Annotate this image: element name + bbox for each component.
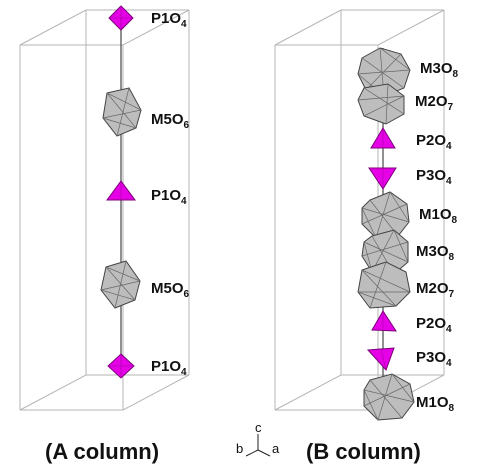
p1o4-tetrahedron	[107, 353, 135, 379]
p3o4-tetrahedron	[366, 347, 395, 371]
axis-triad: c b a	[236, 420, 280, 457]
label-m3o8: M3O8	[420, 60, 459, 80]
label-m1o8: M1O8	[416, 394, 455, 414]
c-axis-label: c	[255, 420, 262, 435]
label-p3o4: P3O4	[416, 349, 452, 369]
cell-b-top	[274, 9, 445, 46]
p2o4-tetrahedron	[371, 310, 397, 332]
p1o4-tetrahedron	[106, 180, 136, 201]
m2o7-polyhedron	[357, 83, 405, 125]
p2o4-tetrahedron	[370, 127, 396, 149]
m3o8-polyhedron	[357, 47, 411, 97]
cell-a-bottom	[19, 374, 190, 411]
label-p1o4: P1O4	[151, 10, 187, 30]
m1o8-polyhedron	[361, 191, 410, 239]
b-axis-line	[245, 449, 259, 457]
p1o4-tetrahedron	[108, 5, 134, 31]
m5o6-octahedron	[100, 260, 141, 309]
label-p1o4: P1O4	[151, 187, 187, 207]
label-p2o4: P2O4	[416, 315, 452, 335]
column-a-cell	[19, 9, 190, 411]
caption-a-column: (A column)	[45, 439, 159, 464]
m2o7-polyhedron	[357, 261, 411, 309]
column-a-labels: P1O4 M5O6 P1O4 M5O6 P1O4	[151, 10, 190, 378]
column-a-polyhedra	[100, 5, 142, 379]
label-m2o7: M2O7	[416, 280, 455, 300]
label-m5o6: M5O6	[151, 280, 190, 300]
a-axis-label: a	[272, 441, 280, 456]
p3o4-tetrahedron	[368, 167, 397, 190]
a-axis-line	[257, 449, 271, 457]
label-p3o4: P3O4	[416, 167, 452, 187]
label-p1o4: P1O4	[151, 358, 187, 378]
column-b-polyhedra	[357, 47, 415, 421]
label-p2o4: P2O4	[416, 132, 452, 152]
caption-b-column: (B column)	[306, 439, 421, 464]
label-m5o6: M5O6	[151, 111, 190, 131]
label-m2o7: M2O7	[415, 93, 454, 113]
cell-b-bottom	[274, 374, 445, 411]
b-axis-label: b	[236, 441, 243, 456]
m1o8-polyhedron	[363, 373, 415, 421]
column-b-labels: M3O8 M2O7 P2O4 P3O4 M1O8 M3O8 M2O7 P2O4 …	[415, 60, 459, 414]
label-m3o8: M3O8	[416, 243, 455, 263]
label-m1o8: M1O8	[419, 206, 458, 226]
m5o6-octahedron	[102, 87, 142, 137]
